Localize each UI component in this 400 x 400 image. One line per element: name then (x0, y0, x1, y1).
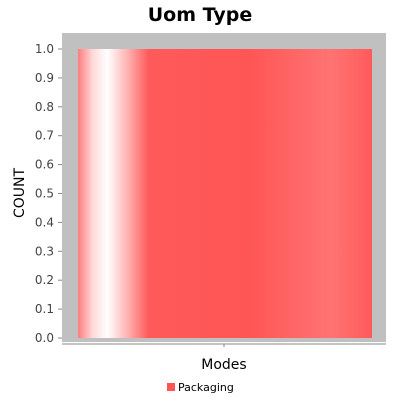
bar-packaging (78, 49, 372, 338)
y-tick-label: 0.1 (35, 302, 54, 316)
legend-label-packaging: Packaging (178, 381, 234, 394)
x-axis-label: Modes (201, 357, 246, 373)
y-tick-label: 0.9 (35, 71, 54, 85)
y-tick-label: 0.4 (35, 215, 54, 229)
x-axis (62, 343, 386, 347)
legend: Packaging (167, 381, 234, 394)
y-tick-label: 0.3 (35, 244, 54, 258)
y-tick-label: 0.0 (35, 331, 54, 345)
y-axis-label: COUNT (12, 168, 28, 219)
y-tick-label: 0.8 (35, 100, 54, 114)
y-tick-label: 0.5 (35, 187, 54, 201)
y-tick-label: 0.2 (35, 273, 54, 287)
chart-title: Uom Type (148, 4, 252, 26)
y-tick-label: 0.7 (35, 129, 54, 143)
y-tick-label: 1.0 (35, 42, 54, 56)
y-axis: 0.0 0.1 0.2 0.3 0.4 0.5 0.6 0.7 0.8 0.9 1.0 (35, 42, 62, 345)
bars (78, 49, 372, 338)
y-tick-label: 0.6 (35, 158, 54, 172)
legend-swatch-packaging (167, 383, 175, 391)
